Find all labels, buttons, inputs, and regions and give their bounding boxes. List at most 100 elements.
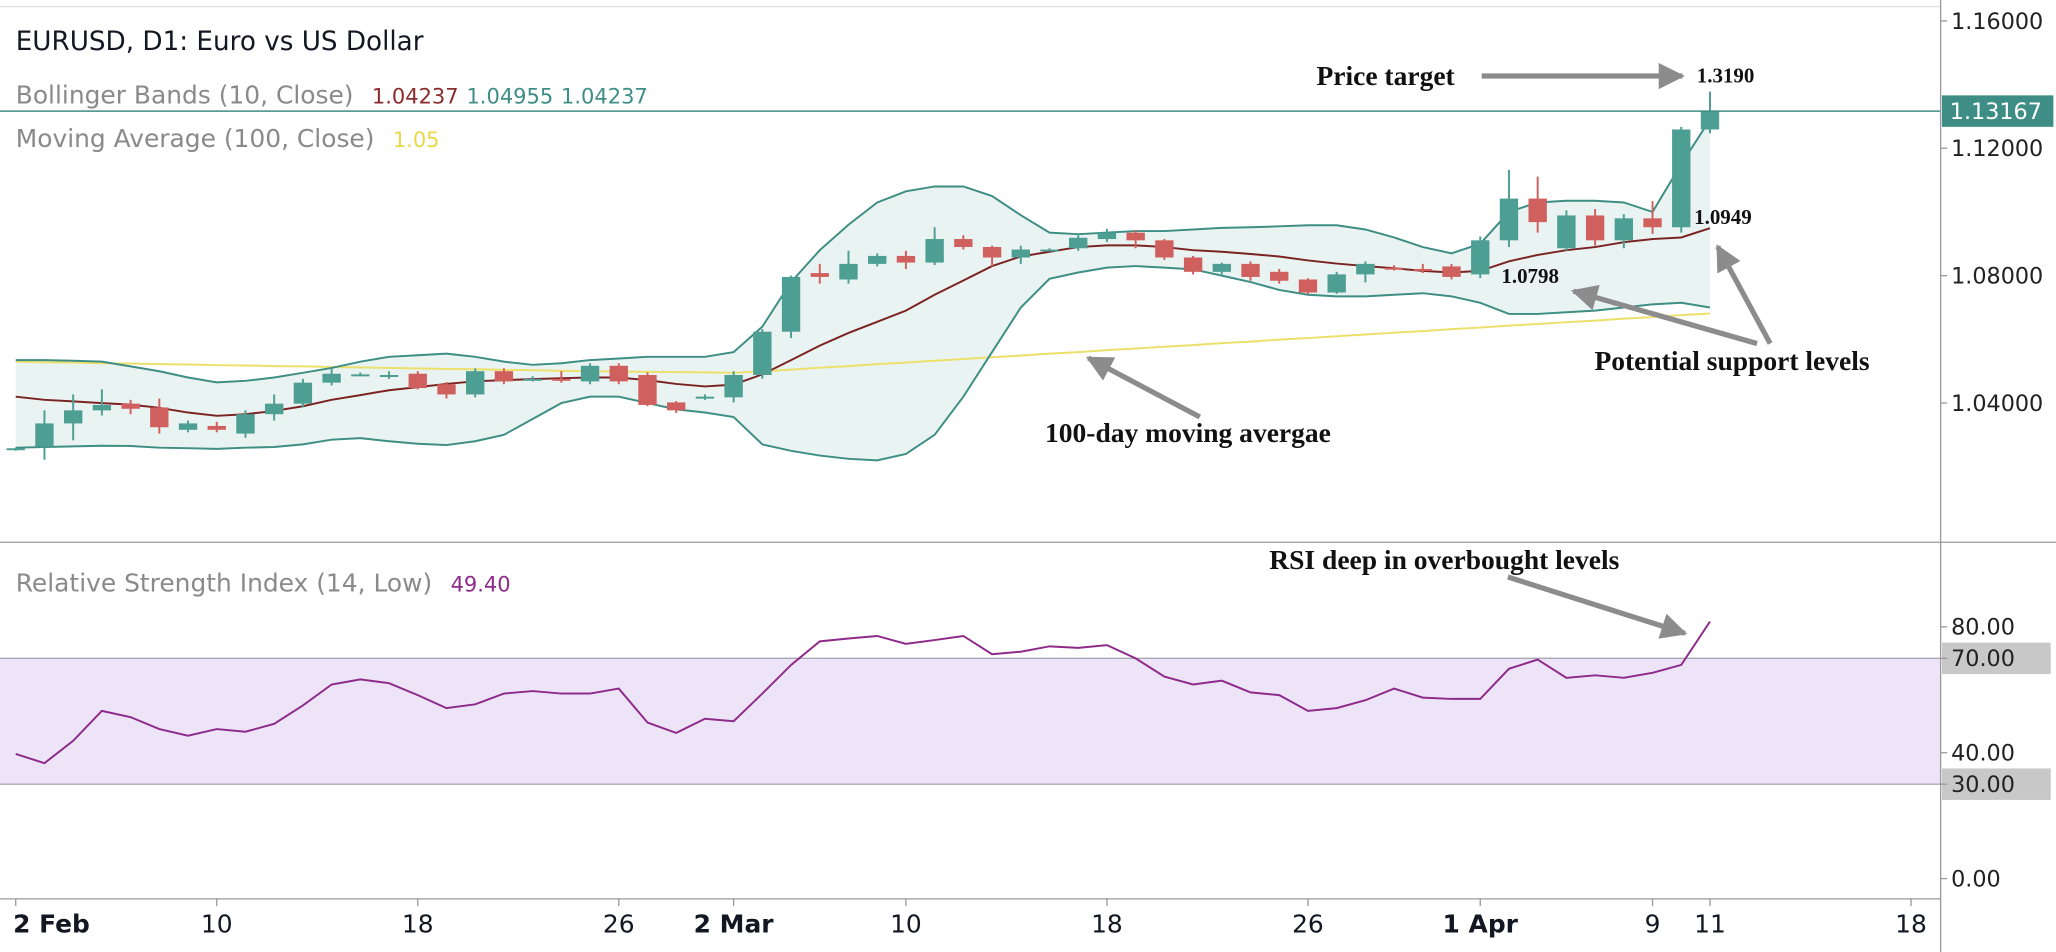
arrow [1507, 574, 1688, 639]
annotation: 1.0949 [1694, 205, 1752, 229]
candle-body [1700, 111, 1720, 130]
candle-body [293, 382, 313, 404]
annotation: 1.3190 [1697, 64, 1755, 88]
x-tick-label: 10 [201, 909, 233, 938]
annotation: RSI deep in overbought levels [1269, 544, 1619, 575]
band-lower [15, 265, 1711, 462]
candle-body [1413, 268, 1432, 271]
candle-body [638, 375, 657, 405]
candle-body [1442, 266, 1461, 277]
candle-body [1471, 240, 1490, 275]
candle-body [1069, 237, 1088, 249]
candle-body [810, 273, 829, 277]
indicator-value: 1.04237 [561, 85, 648, 109]
arrow [1715, 244, 1773, 345]
rsi-line [15, 621, 1711, 765]
candle-body [1672, 129, 1691, 228]
candle-body [178, 423, 198, 430]
indicator-legend: Relative Strength Index (14, Low) 49.40 [16, 568, 511, 597]
indicator-legend: Bollinger Bands (10, Close) 1.04237 1.0495… [16, 81, 648, 110]
y-tick-label: 1.16000 [1951, 9, 2043, 35]
candle-body [1212, 263, 1231, 272]
candle-body [437, 384, 456, 395]
x-tick-label: 18 [1091, 909, 1123, 938]
y-tick-label: 70.00 [1951, 646, 2015, 672]
last-price-box [1941, 95, 2054, 127]
x-tick-label: 10 [890, 909, 922, 938]
candle-body [839, 263, 858, 280]
candle-body [1499, 198, 1519, 241]
candle-body [6, 448, 25, 451]
candle-body [753, 331, 772, 376]
candle-body [954, 239, 973, 247]
candle-body [207, 425, 226, 430]
arrow [1085, 355, 1201, 420]
x-tick-label: 26 [603, 909, 635, 938]
candle-body [1384, 267, 1404, 270]
candle-body [667, 402, 686, 411]
x-tick-label: 11 [1694, 909, 1726, 938]
candle-body [1126, 232, 1145, 241]
candle-body [724, 375, 743, 398]
indicator-name: Moving Average (100, Close) [16, 124, 375, 153]
candle-body [150, 407, 169, 428]
y-tick-label: 0.00 [1951, 866, 2001, 892]
x-tick-label: 1 Apr [1443, 909, 1519, 938]
candle-body [925, 239, 944, 263]
candle-body [264, 403, 284, 415]
candle-body [982, 246, 1002, 258]
candle-body [1557, 215, 1576, 249]
candle-body [695, 396, 715, 399]
y-tick-label: 80.00 [1951, 615, 2015, 641]
candle-body [868, 255, 887, 264]
candle-body [408, 373, 427, 389]
indicator-value: 1.05 [393, 128, 440, 152]
candle-body [466, 371, 485, 395]
y-tick-label: 1.08000 [1951, 264, 2043, 290]
x-tick-label: 9 [1645, 909, 1661, 938]
indicator-name: Relative Strength Index (14, Low) [16, 568, 432, 597]
candle-body [1040, 249, 1059, 252]
last-price-label: 1.13167 [1950, 99, 2042, 125]
candle-body [322, 373, 341, 383]
indicator-name: Bollinger Bands (10, Close) [16, 81, 354, 110]
candle-body [63, 410, 83, 424]
annotation: Price target [1316, 60, 1455, 91]
x-tick-label: 2 Mar [694, 909, 775, 938]
tick-label-box [1941, 768, 2051, 800]
candle-body [896, 255, 916, 263]
candle-body [121, 403, 140, 409]
band-fill [15, 119, 1710, 461]
candle-body [1011, 249, 1030, 258]
candle-body [351, 374, 370, 377]
indicator-value: 1.04955 [466, 85, 553, 109]
y-tick-label: 40.00 [1951, 741, 2015, 767]
candle-body [552, 378, 571, 381]
chart-title: EURUSD, D1: Euro vs US Dollar [16, 27, 424, 57]
candle-body [35, 423, 54, 447]
band-middle [15, 227, 1711, 417]
plot-layer [0, 91, 1941, 785]
candle-body [1585, 215, 1605, 241]
y-tick-label: 30.00 [1951, 772, 2015, 798]
y-tick-label: 1.04000 [1951, 391, 2043, 417]
band-area [0, 658, 1941, 785]
candle-body [781, 276, 801, 332]
candle-body [92, 404, 112, 411]
candle-body [1643, 218, 1662, 228]
candle-body [1241, 263, 1260, 277]
indicator-value: 1.04237 [372, 85, 459, 109]
candle-body [1270, 271, 1289, 281]
x-tick-label: 18 [402, 909, 434, 938]
candle-body [1298, 279, 1318, 293]
candle-body [1327, 274, 1346, 293]
tick-label-box [1941, 642, 2051, 675]
candle-body [609, 365, 628, 382]
candle-body [1356, 263, 1375, 275]
annotation: Potential support levels [1594, 345, 1869, 376]
moving-average [15, 312, 1711, 374]
band-upper [15, 119, 1711, 384]
candle-body [580, 365, 600, 382]
candle-body [1183, 257, 1203, 272]
